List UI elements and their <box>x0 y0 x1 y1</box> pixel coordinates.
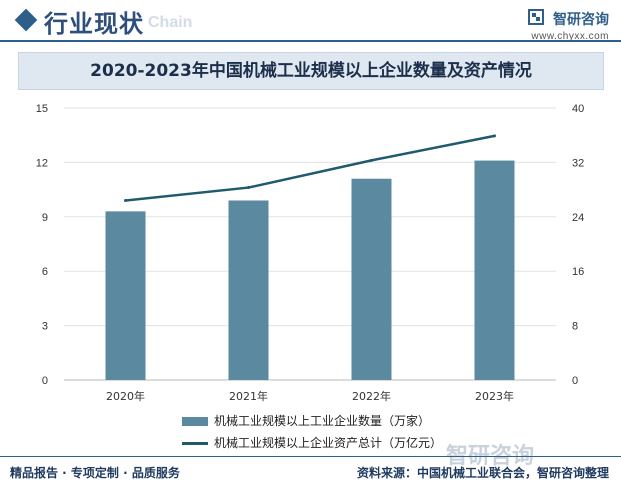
section-title: 行业现状 <box>44 10 144 38</box>
left-tick-label: 12 <box>36 157 48 169</box>
left-tick-label: 3 <box>42 321 48 333</box>
legend-item-line: 机械工业规模以上企业资产总计（万亿元） <box>182 432 442 454</box>
bar <box>228 200 269 380</box>
footer-source: 资料来源：中国机械工业联合会，智研咨询整理 <box>356 466 609 480</box>
brand: 智研咨询 www.chyxx.com <box>527 8 609 42</box>
left-tick-label: 0 <box>42 375 48 387</box>
legend: 机械工业规模以上工业企业数量（万家） 机械工业规模以上企业资产总计（万亿元） <box>182 410 442 454</box>
footer-divider <box>0 456 621 457</box>
left-tick-label: 9 <box>42 212 48 224</box>
line-point <box>493 134 496 138</box>
legend-item-bar: 机械工业规模以上工业企业数量（万家） <box>182 410 442 432</box>
left-tick-label: 6 <box>42 266 48 278</box>
right-tick-label: 40 <box>572 103 584 115</box>
right-tick-label: 16 <box>572 266 584 278</box>
brand-name: 智研咨询 <box>553 11 609 28</box>
right-tick-label: 8 <box>572 321 578 333</box>
right-tick-label: 0 <box>572 375 578 387</box>
line-point <box>124 198 127 202</box>
x-tick-label: 2020年 <box>106 389 145 403</box>
brand-url: www.chyxx.com <box>531 30 609 42</box>
x-tick-label: 2023年 <box>475 389 514 403</box>
header: 行业现状 Chain 智研咨询 www.chyxx.com <box>0 0 621 44</box>
line-point <box>370 158 373 162</box>
brand-logo-icon <box>527 8 544 29</box>
bar <box>105 211 146 380</box>
asset-line <box>125 134 495 202</box>
chart-title-band: 2020-2023年中国机械工业规模以上企业数量及资产情况 <box>18 52 604 90</box>
legend-line-swatch <box>182 442 208 445</box>
bar <box>474 160 515 380</box>
chart-title: 2020-2023年中国机械工业规模以上企业数量及资产情况 <box>90 61 532 81</box>
right-tick-label: 24 <box>572 212 584 224</box>
footer-tagline: 精品报告 · 专项定制 · 品质服务 <box>10 466 180 480</box>
section-title-en: Chain <box>148 14 193 31</box>
x-tick-label: 2021年 <box>229 389 268 403</box>
legend-line-label: 机械工业规模以上企业资产总计（万亿元） <box>214 436 443 450</box>
x-tick-label: 2022年 <box>352 389 391 403</box>
line-point <box>247 186 250 190</box>
right-tick-label: 32 <box>572 157 584 169</box>
left-tick-label: 15 <box>36 103 48 115</box>
footer: 智研咨询 精品报告 · 专项定制 · 品质服务 资料来源：中国机械工业联合会，智… <box>0 444 621 500</box>
legend-bar-swatch <box>182 417 208 426</box>
bar <box>351 178 392 380</box>
header-divider <box>0 40 621 42</box>
legend-bar-label: 机械工业规模以上工业企业数量（万家） <box>214 414 431 428</box>
